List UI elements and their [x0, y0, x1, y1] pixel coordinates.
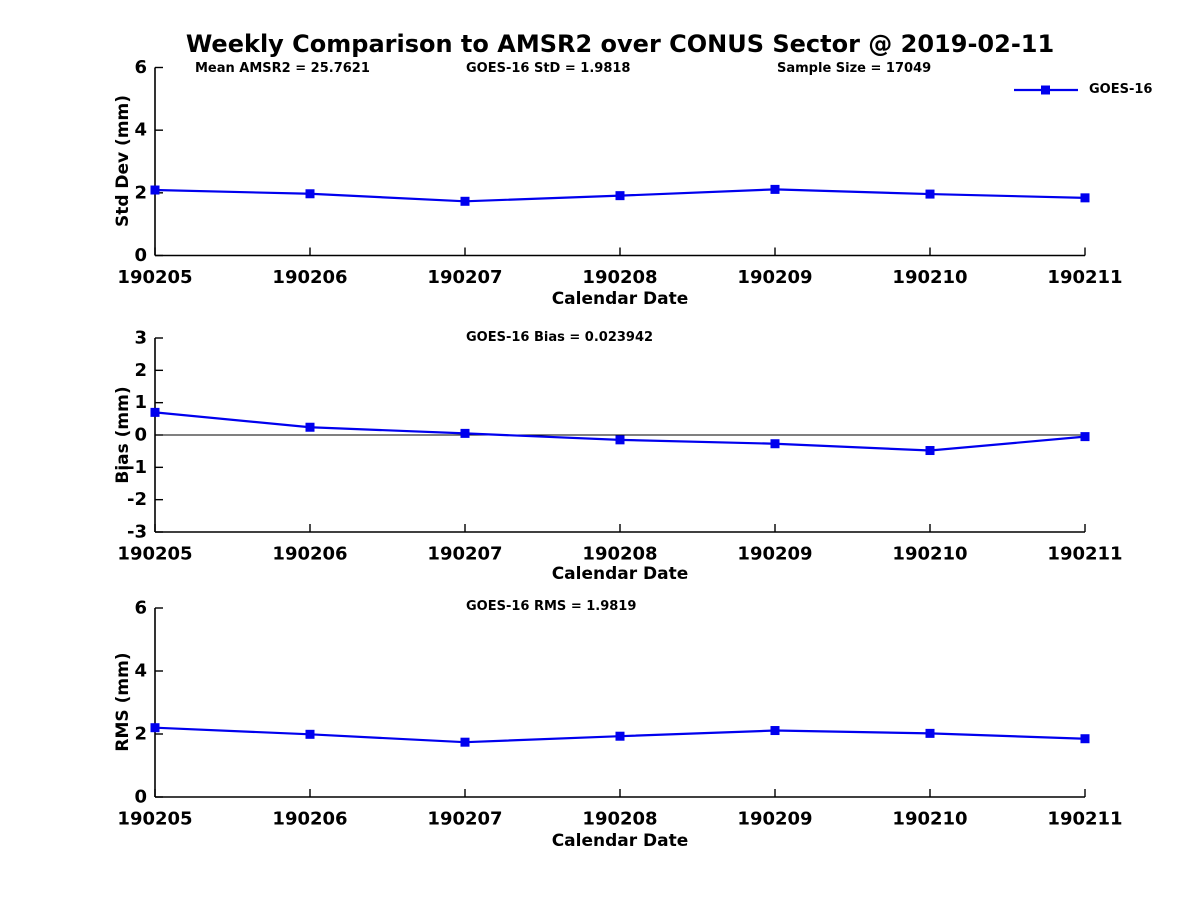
- y-axis-label-rms: RMS (mm): [113, 652, 133, 752]
- y-tick-label: 2: [134, 360, 147, 381]
- data-marker: [305, 189, 315, 199]
- x-tick-label: 190208: [582, 544, 657, 565]
- chart-stddev: 0 2 4 6 190205 190206 190207 190208 190209 190210…: [117, 57, 1122, 288]
- legend: GOES-16: [1014, 82, 1152, 97]
- x-tick-label: 190206: [272, 267, 347, 288]
- data-marker: [770, 184, 780, 194]
- data-marker: [1080, 193, 1090, 203]
- x-tick-label: 190211: [1047, 267, 1122, 288]
- y-tick-label: 1: [134, 392, 147, 413]
- y-tick-label: 3: [134, 328, 147, 349]
- data-marker: [305, 729, 315, 739]
- y-tick-label: 0: [134, 245, 147, 266]
- data-marker: [925, 728, 935, 738]
- x-tick-label: 190205: [117, 544, 192, 565]
- x-tick-label: 190207: [427, 809, 502, 830]
- y-axis-label-stddev: Std Dev (mm): [113, 94, 133, 228]
- data-marker: [770, 726, 780, 736]
- page-title: Weekly Comparison to AMSR2 over CONUS Se…: [185, 30, 1055, 58]
- chart-bias: -3 -2 -1 0 1 2 3 190205 190206 190207 190208 190209…: [117, 328, 1122, 565]
- annotation-goes16-rms: GOES-16 RMS = 1.9819: [466, 599, 637, 614]
- data-marker: [770, 439, 780, 449]
- data-marker: [925, 446, 935, 456]
- y-tick-label: -1: [127, 457, 147, 478]
- legend-line-marker-icon: [1014, 85, 1078, 94]
- data-marker: [925, 189, 935, 199]
- chart-rms: 0 2 4 6 190205 190206 190207 190208 190209 190210…: [117, 598, 1122, 830]
- data-marker: [615, 731, 625, 741]
- y-tick-label: -2: [127, 489, 147, 510]
- y-tick-label: 2: [134, 182, 147, 203]
- x-tick-label: 190206: [272, 544, 347, 565]
- annotation-mean-amsr2: Mean AMSR2 = 25.7621: [195, 61, 370, 76]
- x-tick-label: 190211: [1047, 544, 1122, 565]
- x-tick-label: 190209: [737, 544, 812, 565]
- annotation-goes16-std: GOES-16 StD = 1.9818: [466, 61, 631, 76]
- y-tick-label: 4: [134, 661, 147, 682]
- data-marker: [150, 723, 160, 733]
- data-marker: [150, 185, 160, 195]
- x-tick-label: 190207: [427, 267, 502, 288]
- y-tick-label: 0: [134, 787, 147, 808]
- x-tick-label: 190205: [117, 809, 192, 830]
- legend-label: GOES-16: [1089, 82, 1153, 97]
- y-tick-label: -3: [127, 522, 147, 543]
- x-tick-label: 190208: [582, 809, 657, 830]
- data-marker: [460, 428, 470, 438]
- x-tick-label: 190207: [427, 544, 502, 565]
- data-marker: [460, 737, 470, 747]
- data-marker: [1080, 734, 1090, 744]
- x-tick-label: 190210: [892, 544, 967, 565]
- x-axis-label-stddev: Calendar Date: [551, 289, 689, 309]
- data-marker: [1080, 432, 1090, 442]
- y-tick-label: 0: [134, 425, 147, 446]
- data-marker: [460, 196, 470, 206]
- x-tick-label: 190206: [272, 809, 347, 830]
- data-marker: [305, 422, 315, 432]
- x-tick-label: 190209: [737, 267, 812, 288]
- y-tick-label: 6: [134, 57, 147, 78]
- x-tick-label: 190205: [117, 267, 192, 288]
- x-axis-label-rms: Calendar Date: [551, 831, 689, 851]
- x-axis-label-bias: Calendar Date: [551, 564, 689, 584]
- y-tick-label: 2: [134, 724, 147, 745]
- x-tick-label: 190208: [582, 267, 657, 288]
- y-axis-label-bias: Bias (mm): [113, 386, 133, 484]
- series-line-goes-16: [154, 411, 1086, 452]
- x-tick-label: 190210: [892, 267, 967, 288]
- y-tick-label: 6: [134, 598, 147, 619]
- data-marker: [615, 435, 625, 445]
- x-tick-label: 190209: [737, 809, 812, 830]
- y-tick-label: 4: [134, 120, 147, 141]
- annotation-goes16-bias: GOES-16 Bias = 0.023942: [466, 330, 654, 345]
- annotation-sample-size: Sample Size = 17049: [777, 61, 932, 76]
- x-tick-label: 190211: [1047, 809, 1122, 830]
- x-tick-label: 190210: [892, 809, 967, 830]
- data-marker: [615, 191, 625, 201]
- data-marker: [150, 407, 160, 417]
